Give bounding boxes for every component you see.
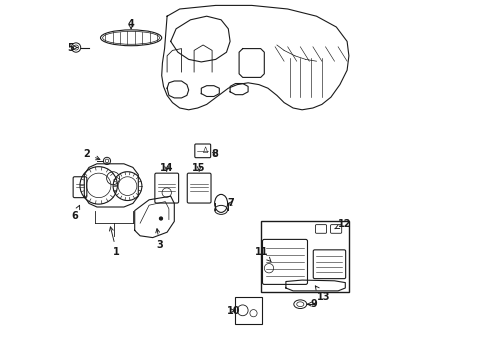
Text: 2: 2 [83, 149, 100, 160]
Text: 6: 6 [71, 205, 80, 221]
Circle shape [159, 217, 162, 220]
Bar [235, 297, 262, 324]
Text: 14: 14 [160, 163, 173, 173]
Text: 13: 13 [315, 286, 330, 302]
Text: 10: 10 [226, 306, 240, 316]
Text: 1: 1 [109, 227, 120, 257]
Text: 7: 7 [227, 198, 234, 208]
Text: 3: 3 [156, 229, 163, 250]
Bar [260, 221, 348, 292]
Text: 4: 4 [127, 19, 134, 30]
Text: 11: 11 [255, 247, 271, 262]
Text: 9: 9 [306, 299, 316, 309]
Text: 12: 12 [334, 219, 350, 229]
Text: 8: 8 [211, 149, 218, 159]
Text: 15: 15 [192, 163, 205, 173]
Text: 5: 5 [67, 42, 77, 53]
